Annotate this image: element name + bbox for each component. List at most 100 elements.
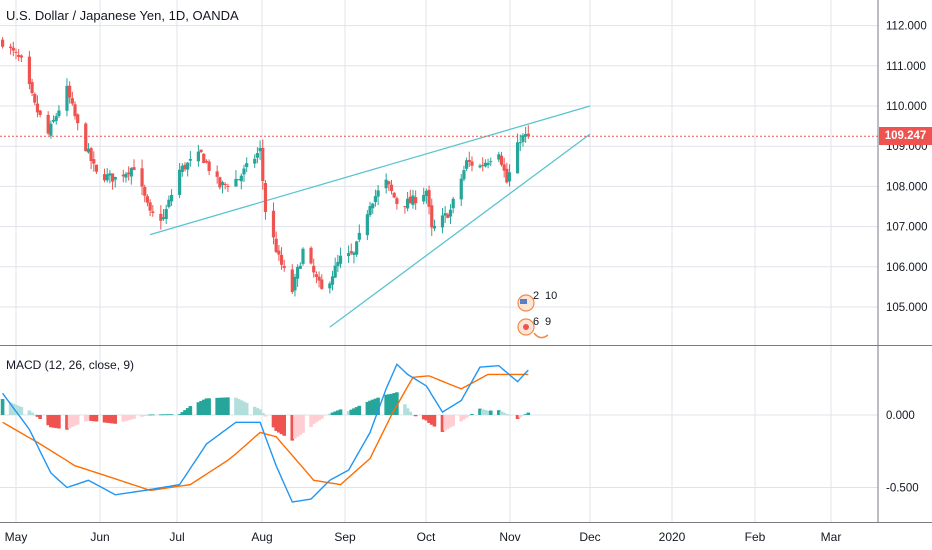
candle-body: [94, 164, 99, 172]
histogram-bar: [370, 399, 375, 415]
histogram-bar: [234, 397, 238, 415]
macd-histogram: [0, 392, 531, 441]
histogram-bar: [65, 415, 69, 430]
candle-body: [462, 170, 466, 180]
histogram-bar: [328, 413, 332, 415]
event-curl-icon: [533, 332, 549, 339]
histogram-bar: [354, 407, 359, 415]
candle-body: [255, 153, 260, 158]
histogram-bar: [502, 412, 506, 415]
histogram-bar: [185, 408, 190, 415]
candle-body: [414, 197, 418, 204]
histogram-bar: [252, 406, 257, 415]
candle-body: [395, 198, 399, 204]
candle-body: [0, 39, 5, 47]
macd-title: MACD (12, 26, close, 9): [6, 358, 135, 372]
chart-frame: [0, 0, 932, 523]
histogram-bar: [311, 415, 316, 424]
histogram-bar: [427, 415, 431, 423]
candle-body: [279, 254, 284, 265]
histogram-bar: [488, 410, 493, 415]
histogram-bar: [148, 414, 152, 416]
wedge-channel[interactable]: [0, 105, 878, 328]
candle-body: [68, 85, 72, 98]
histogram-bar: [336, 410, 340, 415]
x-tick-label: Oct: [417, 530, 436, 544]
histogram-bar: [49, 415, 53, 428]
histogram-bar: [226, 397, 230, 415]
candle-body: [129, 168, 133, 177]
candle-body: [411, 195, 415, 205]
histogram-bar: [30, 412, 34, 415]
histogram-bar: [113, 415, 118, 424]
candle-body: [86, 148, 91, 153]
candle-body: [11, 47, 15, 51]
histogram-bar: [32, 414, 37, 416]
candle-body: [261, 147, 265, 181]
histogram-bar: [67, 415, 72, 429]
histogram-bar: [142, 415, 147, 416]
candle-body: [234, 178, 238, 187]
candle-body: [320, 279, 324, 289]
histogram-bar: [54, 415, 59, 429]
x-tick-label: Aug: [251, 530, 272, 544]
candle-body: [365, 214, 369, 236]
histogram-bar: [424, 415, 429, 421]
candle-body: [218, 177, 222, 188]
histogram-bar: [448, 415, 453, 428]
candle-body: [389, 184, 394, 191]
price-tick-label: 112.000: [886, 21, 927, 33]
candle-body: [451, 198, 455, 209]
candle-body: [430, 205, 434, 228]
histogram-bar: [35, 415, 40, 417]
candle-body: [338, 255, 343, 264]
histogram-bar: [395, 392, 399, 415]
candle-body: [14, 51, 18, 53]
histogram-bar: [150, 414, 155, 416]
histogram-bar: [277, 415, 281, 433]
histogram-bar: [0, 399, 5, 415]
histogram-bar: [389, 393, 394, 415]
candle-body: [271, 210, 276, 238]
histogram-bar: [27, 410, 32, 415]
histogram-bar: [260, 413, 265, 415]
histogram-bar: [38, 415, 42, 419]
macd-tick-label: 0.000: [886, 410, 915, 422]
histogram-bar: [470, 414, 474, 415]
event-count-top-a[interactable]: 2: [533, 290, 540, 302]
candle-body: [17, 55, 21, 57]
histogram-bar: [440, 415, 445, 432]
candle-body: [220, 182, 225, 186]
candle-body: [258, 147, 262, 152]
event-count-top-b[interactable]: 10: [545, 290, 558, 302]
x-tick-label: Dec: [579, 530, 600, 544]
histogram-bar: [196, 402, 201, 415]
histogram-bar: [223, 397, 228, 415]
histogram-bar: [309, 415, 313, 428]
candle-body: [293, 276, 297, 291]
candle-body: [507, 172, 512, 182]
histogram-bar: [263, 415, 268, 417]
histogram-bar: [368, 400, 372, 415]
candle-body: [196, 151, 200, 162]
histogram-bar: [215, 397, 219, 415]
candle-body: [432, 225, 437, 229]
histogram-bar: [91, 415, 96, 422]
histogram-bar: [19, 407, 24, 415]
event-icons[interactable]: [517, 294, 549, 339]
candle-body: [145, 196, 150, 203]
histogram-bar: [242, 401, 246, 415]
histogram-bar: [405, 408, 410, 415]
candle-body: [226, 186, 230, 188]
event-count-bottom-b[interactable]: 9: [545, 316, 552, 328]
chart-title: U.S. Dollar / Japanese Yen, 1D, OANDA: [6, 8, 239, 23]
event-count-bottom-a[interactable]: 6: [533, 316, 540, 328]
histogram-bar: [204, 398, 209, 415]
histogram-bar: [478, 408, 482, 415]
histogram-bar: [145, 415, 150, 416]
candle-body: [446, 214, 450, 218]
candle-body: [336, 261, 340, 267]
histogram-bar: [279, 415, 284, 435]
candle-body: [330, 276, 335, 285]
